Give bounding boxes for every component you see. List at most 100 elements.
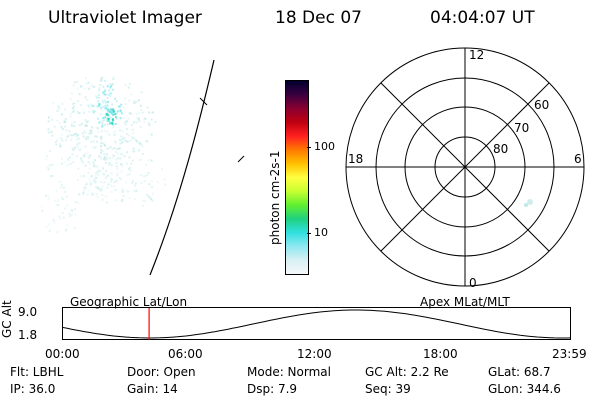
emission-pixel: [84, 186, 87, 189]
emission-pixel: [70, 134, 73, 137]
emission-pixel: [117, 152, 119, 155]
emission-pixel: [147, 159, 150, 162]
emission-pixel: [99, 120, 102, 123]
emission-pixel: [47, 197, 50, 200]
emission-pixel: [62, 186, 65, 189]
emission-pixel: [101, 138, 103, 141]
emission-pixel: [121, 191, 124, 194]
emission-pixel: [120, 199, 123, 202]
emission-pixel: [102, 142, 105, 145]
altitude-curve: [62, 309, 572, 339]
emission-pixel: [115, 161, 118, 164]
emission-pixel: [103, 129, 106, 132]
emission-pixel: [111, 154, 114, 157]
diagonal-line: [380, 82, 550, 252]
emission-pixel: [116, 147, 119, 150]
emission-pixel: [151, 186, 153, 188]
emission-pixel: [94, 180, 97, 183]
emission-pixel: [99, 148, 102, 151]
emission-pixel: [82, 175, 85, 178]
emission-pixel: [59, 143, 61, 146]
emission-pixel: [106, 117, 109, 120]
emission-pixel: [95, 166, 98, 169]
emission-pixel: [119, 138, 122, 141]
emission-pixel: [101, 91, 104, 94]
emission-pixel: [81, 160, 84, 163]
emission-pixel: [112, 185, 115, 188]
emission-pixel: [87, 81, 90, 84]
colorbar-unit-label: photon cm-2s-1: [268, 150, 282, 246]
emission-pixel: [97, 173, 100, 176]
emission-pixel: [74, 208, 77, 211]
emission-pixel: [135, 189, 138, 192]
emission-pixel: [94, 174, 97, 177]
emission-pixel: [121, 164, 124, 167]
emission-pixel: [82, 135, 85, 138]
emission-pixel: [104, 89, 107, 92]
emission-pixel: [119, 141, 122, 144]
emission-pixel: [150, 159, 153, 162]
emission-pixel: [79, 148, 81, 151]
emission-pixel: [139, 126, 142, 128]
emission-pixel: [74, 213, 77, 216]
emission-pixel: [120, 112, 123, 115]
emission-pixel: [143, 120, 146, 123]
emission-pixel: [102, 167, 105, 170]
lat-label-70: 70: [514, 121, 529, 135]
emission-pixel: [53, 125, 56, 128]
emission-pixel: [102, 158, 105, 161]
emission-pixel: [89, 181, 92, 184]
emission-pixel: [83, 186, 86, 189]
emission-pixel: [105, 162, 108, 164]
emission-pixel: [135, 100, 138, 103]
emission-pixel: [87, 171, 90, 174]
emission-pixel: [101, 125, 103, 128]
emission-pixel: [107, 113, 110, 116]
emission-pixel: [106, 201, 109, 204]
emission-pixel: [87, 136, 90, 138]
emission-pixel: [88, 87, 91, 90]
emission-pixel: [55, 190, 58, 193]
emission-pixel: [105, 112, 108, 115]
emission-pixel: [56, 204, 59, 206]
emission-pixel: [113, 133, 115, 136]
colorbar-tick: [307, 233, 311, 234]
color-scale-bar: [285, 80, 309, 275]
emission-pixel: [110, 184, 113, 187]
emission-pixel: [118, 105, 121, 108]
emission-pixel: [110, 172, 113, 175]
dsp-info: Dsp: 7.9: [247, 382, 298, 396]
emission-pixel: [106, 110, 109, 113]
emission-pixel: [141, 153, 144, 155]
emission-pixel: [119, 143, 122, 146]
emission-pixel: [68, 212, 71, 215]
emission-pixel: [94, 182, 97, 185]
emission-pixel: [163, 178, 166, 181]
emission-pixel: [78, 93, 80, 96]
emission-pixel: [104, 158, 106, 161]
emission-pixel: [125, 133, 128, 136]
emission-pixel: [133, 100, 136, 103]
emission-pixel: [121, 138, 124, 141]
emission-pixel: [73, 124, 76, 127]
emission-pixel: [72, 148, 75, 151]
gc-alt-info: GC Alt: 2.2 Re: [365, 365, 449, 379]
emission-pixel: [76, 87, 79, 90]
emission-pixel: [114, 111, 117, 114]
emission-pixel: [128, 112, 131, 115]
emission-pixel: [99, 151, 102, 154]
emission-pixel: [96, 127, 99, 130]
emission-pixel: [111, 83, 114, 86]
emission-pixel: [130, 123, 133, 126]
emission-pixel: [126, 190, 129, 193]
emission-pixel: [88, 178, 91, 181]
emission-pixel: [121, 141, 124, 144]
emission-pixel: [122, 137, 125, 140]
emission-pixel: [95, 176, 98, 179]
emission-pixel: [64, 207, 66, 210]
emission-pixel: [95, 186, 98, 189]
emission-pixel: [97, 186, 99, 189]
emission-pixel: [82, 111, 85, 114]
emission-pixel: [73, 109, 76, 112]
emission-pixel: [64, 190, 67, 193]
